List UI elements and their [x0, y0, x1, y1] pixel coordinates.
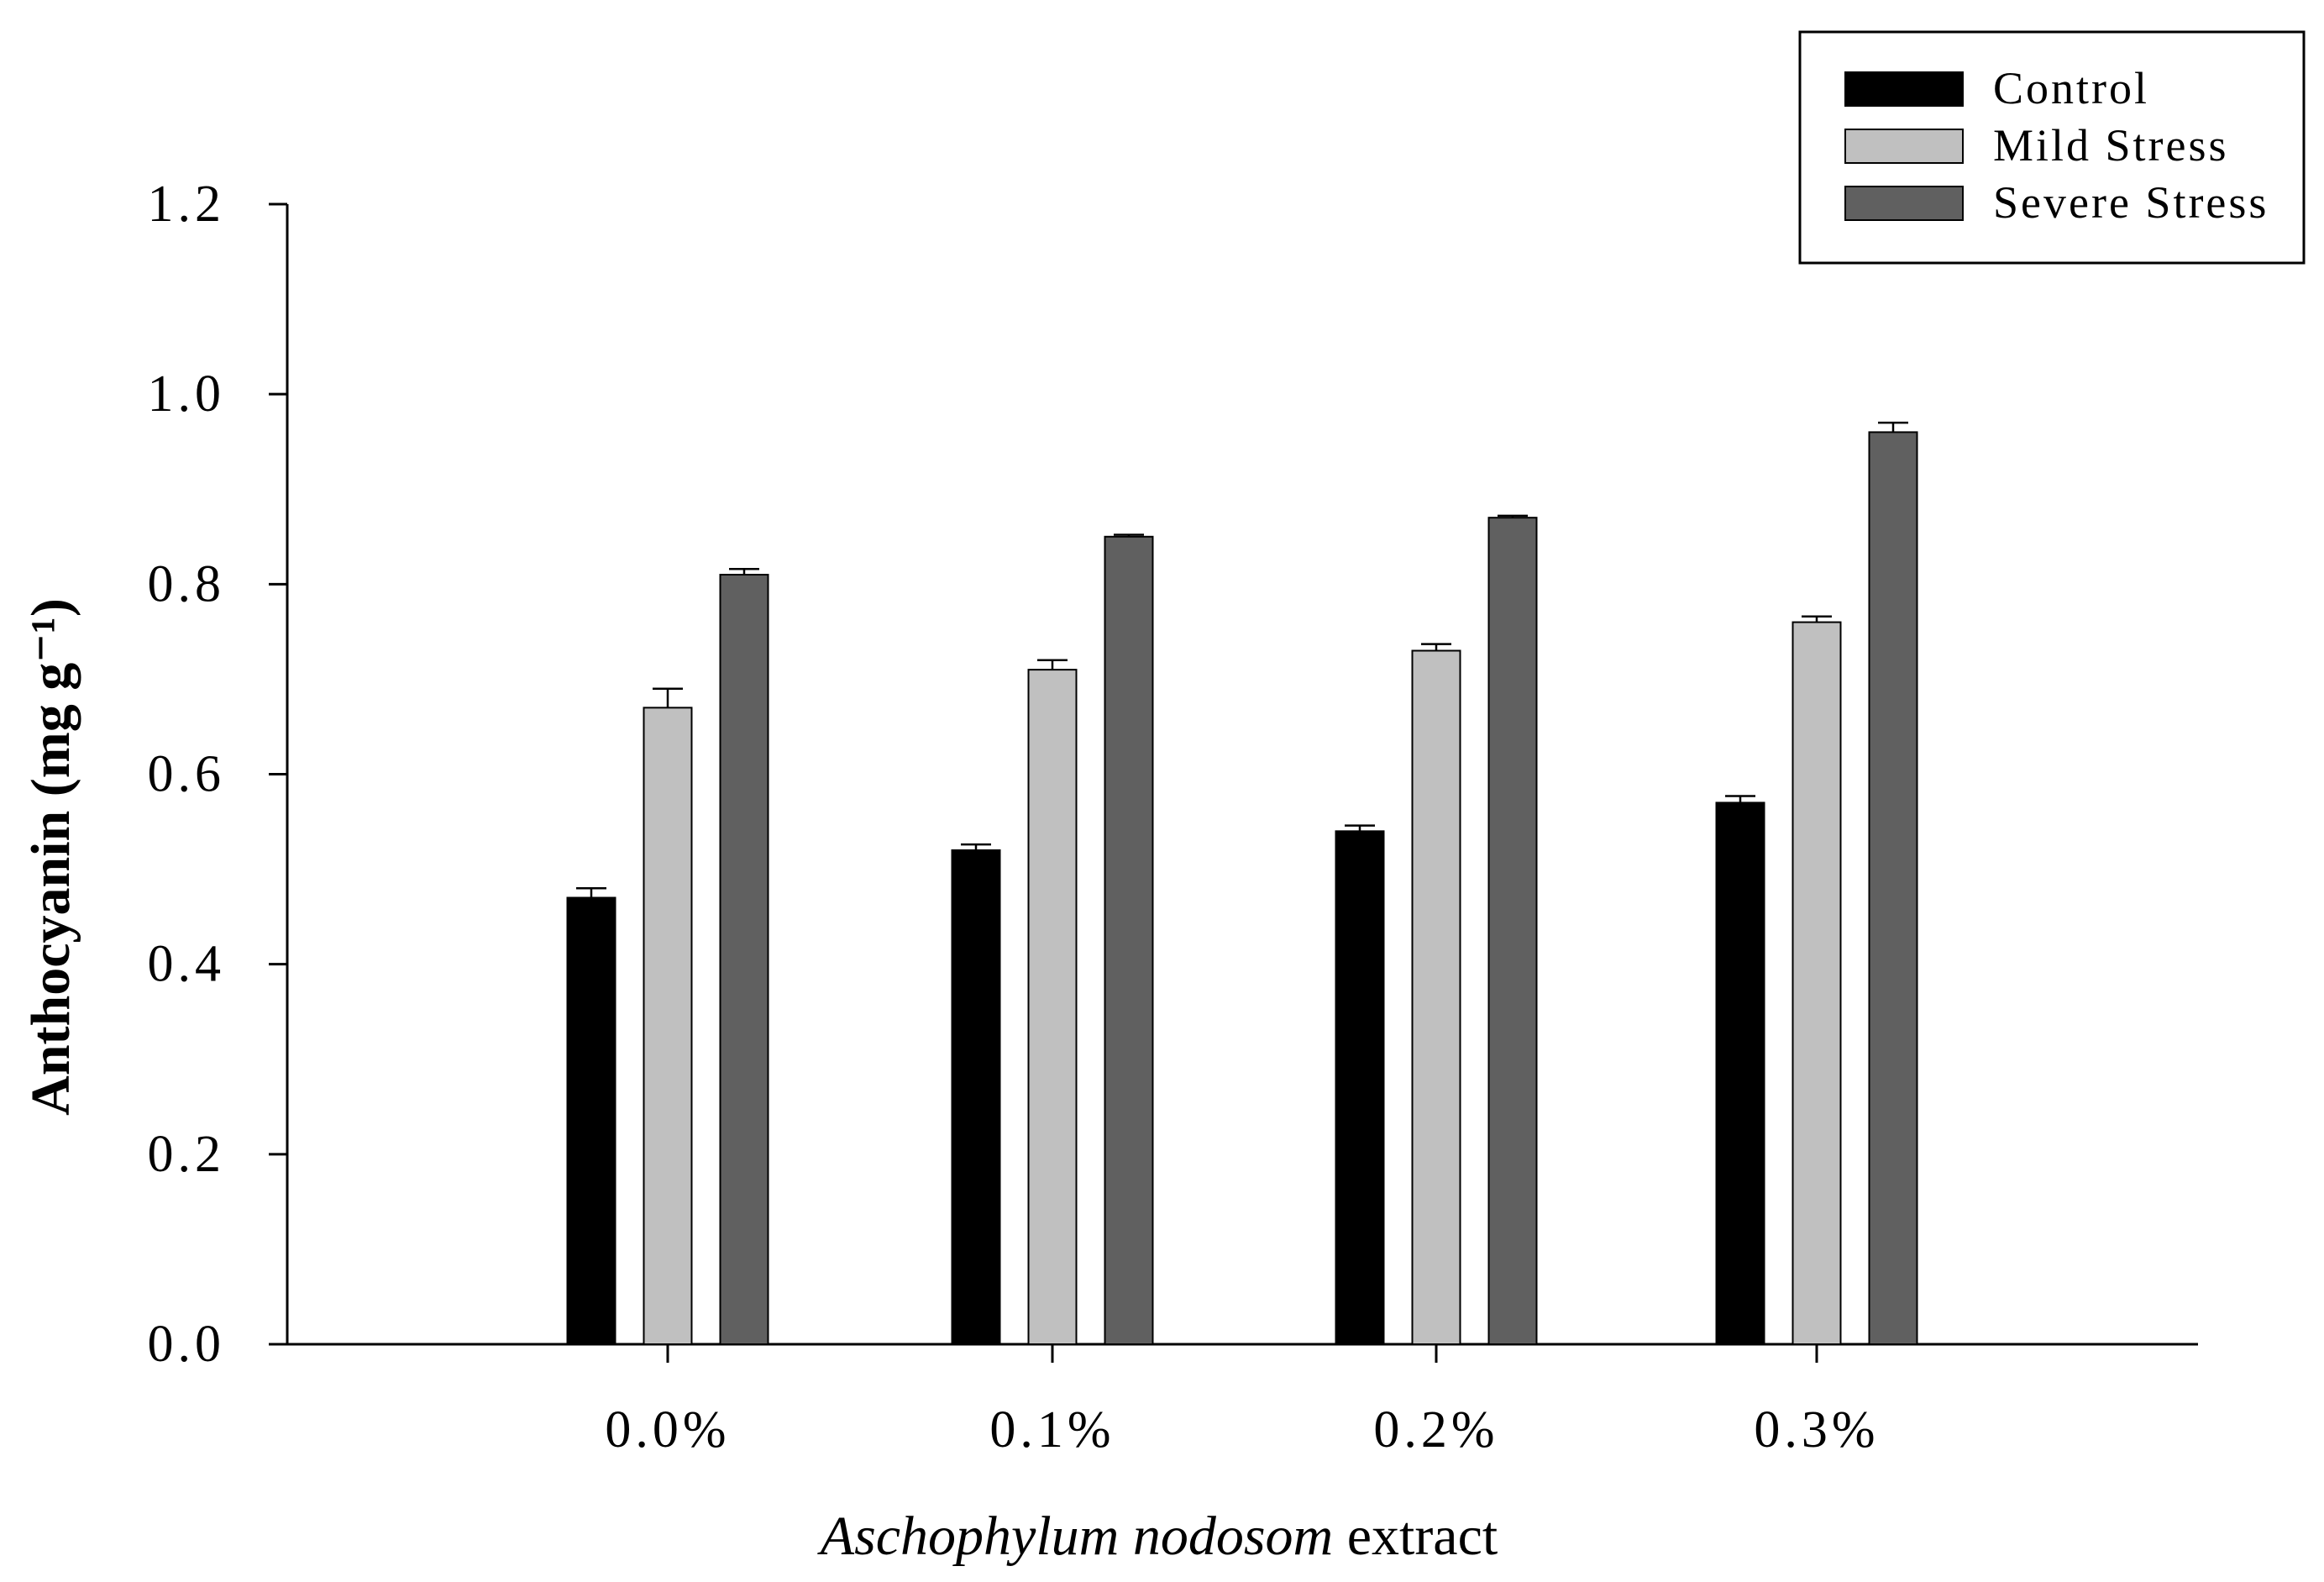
bar [1792, 621, 1842, 1345]
y-axis-title: Anthocyanin (mg g⁻¹) [20, 598, 81, 1116]
x-axis-title-species: Aschophylum nodosom [817, 1506, 1333, 1567]
legend-label: Mild Stress [1993, 120, 2229, 171]
x-tick-label: 0.3% [1754, 1401, 1879, 1458]
bar [1027, 669, 1078, 1345]
y-tick-label: 0.0 [148, 1316, 226, 1373]
bar [719, 574, 769, 1345]
legend-swatch [1844, 129, 1964, 164]
legend-swatch [1844, 186, 1964, 221]
legend-swatch [1844, 71, 1964, 107]
plot-area: 0.0 0.2 0.4 0.6 0.8 1.0 1.2 0.0% 0.1% 0.2% 0.3% [148, 176, 2198, 1458]
x-tick-label: 0.1% [989, 1401, 1115, 1458]
x-axis-title: Aschophylum nodosom extract [817, 1506, 1498, 1567]
bar [1487, 517, 1538, 1345]
x-axis-title-suffix: extract [1333, 1506, 1498, 1567]
y-tick-label: 0.8 [148, 555, 226, 612]
legend: Control Mild Stress Severe Stress [1798, 30, 2306, 265]
legend-label: Control [1993, 63, 2149, 113]
bar [643, 707, 693, 1345]
bar [1868, 431, 1918, 1345]
x-tick-label: 0.2% [1373, 1401, 1498, 1458]
bar [566, 896, 616, 1345]
x-tick-label: 0.0% [605, 1401, 730, 1458]
bar [1335, 830, 1385, 1345]
bar [1715, 802, 1765, 1345]
legend-label: Severe Stress [1993, 177, 2269, 228]
bar [1411, 649, 1461, 1345]
y-tick-label: 0.2 [148, 1126, 226, 1183]
y-tick-label: 0.4 [148, 936, 226, 993]
y-tick-label: 1.0 [148, 365, 226, 423]
bar [951, 849, 1001, 1345]
y-tick-label: 0.6 [148, 746, 226, 803]
y-tick-label: 1.2 [148, 176, 226, 233]
bar [1104, 535, 1154, 1345]
